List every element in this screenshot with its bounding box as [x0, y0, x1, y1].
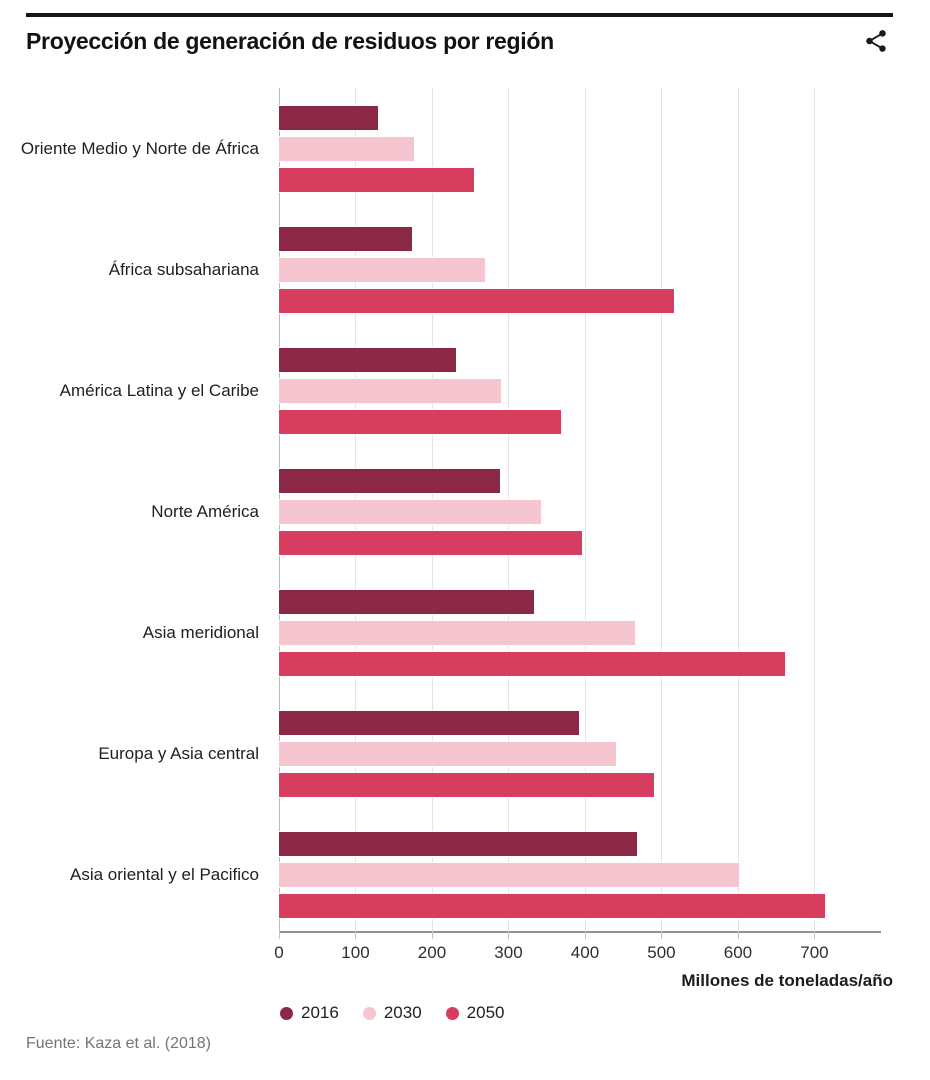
bar-2016 [279, 106, 378, 130]
bar-2016 [279, 590, 535, 614]
bar-2016 [279, 832, 637, 856]
legend-dot-icon [280, 1006, 293, 1020]
legend-label: 2050 [466, 1003, 505, 1022]
x-tick-label-0: 0 [274, 943, 284, 962]
category-label: Asia meridional [142, 623, 259, 643]
bar-2050 [279, 894, 826, 918]
category-label: Oriente Medio y Norte de África [20, 139, 259, 159]
share-icon [863, 30, 889, 57]
category-label: América Latina y el Caribe [59, 381, 259, 401]
axis-tick-600 [737, 931, 739, 939]
x-axis-line [279, 931, 881, 933]
bar-2030 [279, 137, 415, 161]
category-label: Asia oriental y el Pacifico [70, 865, 259, 885]
axis-tick-200 [431, 931, 433, 939]
axis-tick-100 [355, 931, 357, 939]
legend-item-2050: 2050 [445, 1003, 505, 1023]
bar-2030 [279, 500, 541, 524]
source-note: Fuente: Kaza et al. (2018) [26, 1035, 211, 1052]
legend: 2016 2030 2050 [280, 1003, 504, 1023]
x-tick-label-700: 700 [800, 943, 829, 962]
bar-2050 [279, 773, 654, 797]
category-label: Norte América [151, 502, 259, 522]
bar-2030 [279, 863, 740, 887]
legend-label: 2030 [383, 1003, 422, 1022]
axis-tick-500 [661, 931, 663, 939]
share-button[interactable] [862, 28, 890, 56]
bar-2050 [279, 652, 785, 676]
bar-2030 [279, 742, 616, 766]
legend-dot-icon [445, 1006, 459, 1020]
bar-2030 [279, 621, 636, 645]
x-tick-label-100: 100 [341, 943, 370, 962]
bar-2016 [279, 711, 579, 735]
header-rule [26, 13, 893, 17]
category-label: África subsahariana [108, 260, 259, 280]
bar-2050 [279, 531, 582, 555]
x-tick-label-400: 400 [570, 943, 600, 962]
bar-2050 [279, 168, 475, 192]
gridline-400 [584, 88, 586, 931]
bar-2016 [279, 348, 456, 372]
page-title: Proyección de generación de residuos por… [26, 28, 554, 54]
x-tick-label-300: 300 [494, 943, 523, 962]
axis-unit-label: Millones de toneladas/año [681, 971, 893, 990]
x-tick-label-600: 600 [723, 943, 753, 962]
legend-item-2016: 2016 [280, 1003, 339, 1023]
legend-dot-icon [362, 1006, 376, 1020]
axis-tick-700 [814, 931, 816, 939]
axis-tick-400 [584, 931, 586, 939]
gridline-700 [814, 88, 816, 931]
bar-2050 [279, 289, 674, 313]
axis-tick-0 [279, 931, 280, 939]
legend-label: 2016 [301, 1003, 339, 1022]
gridline-600 [737, 88, 739, 931]
bar-2050 [279, 410, 562, 434]
category-label: Europa y Asia central [98, 744, 259, 764]
plot-area [279, 88, 881, 939]
x-tick-label-500: 500 [647, 943, 676, 962]
legend-item-2030: 2030 [362, 1003, 422, 1023]
bar-chart: Oriente Medio y Norte de África África su… [0, 88, 930, 939]
x-axis-tick-labels: 0 100 200 300 400 500 600 700 [274, 943, 881, 963]
axis-tick-300 [508, 931, 510, 939]
bar-2016 [279, 227, 413, 251]
gridline-500 [661, 88, 663, 931]
bar-2016 [279, 469, 501, 493]
bar-2030 [279, 258, 485, 282]
bar-2030 [279, 379, 501, 403]
x-tick-label-200: 200 [417, 943, 447, 962]
